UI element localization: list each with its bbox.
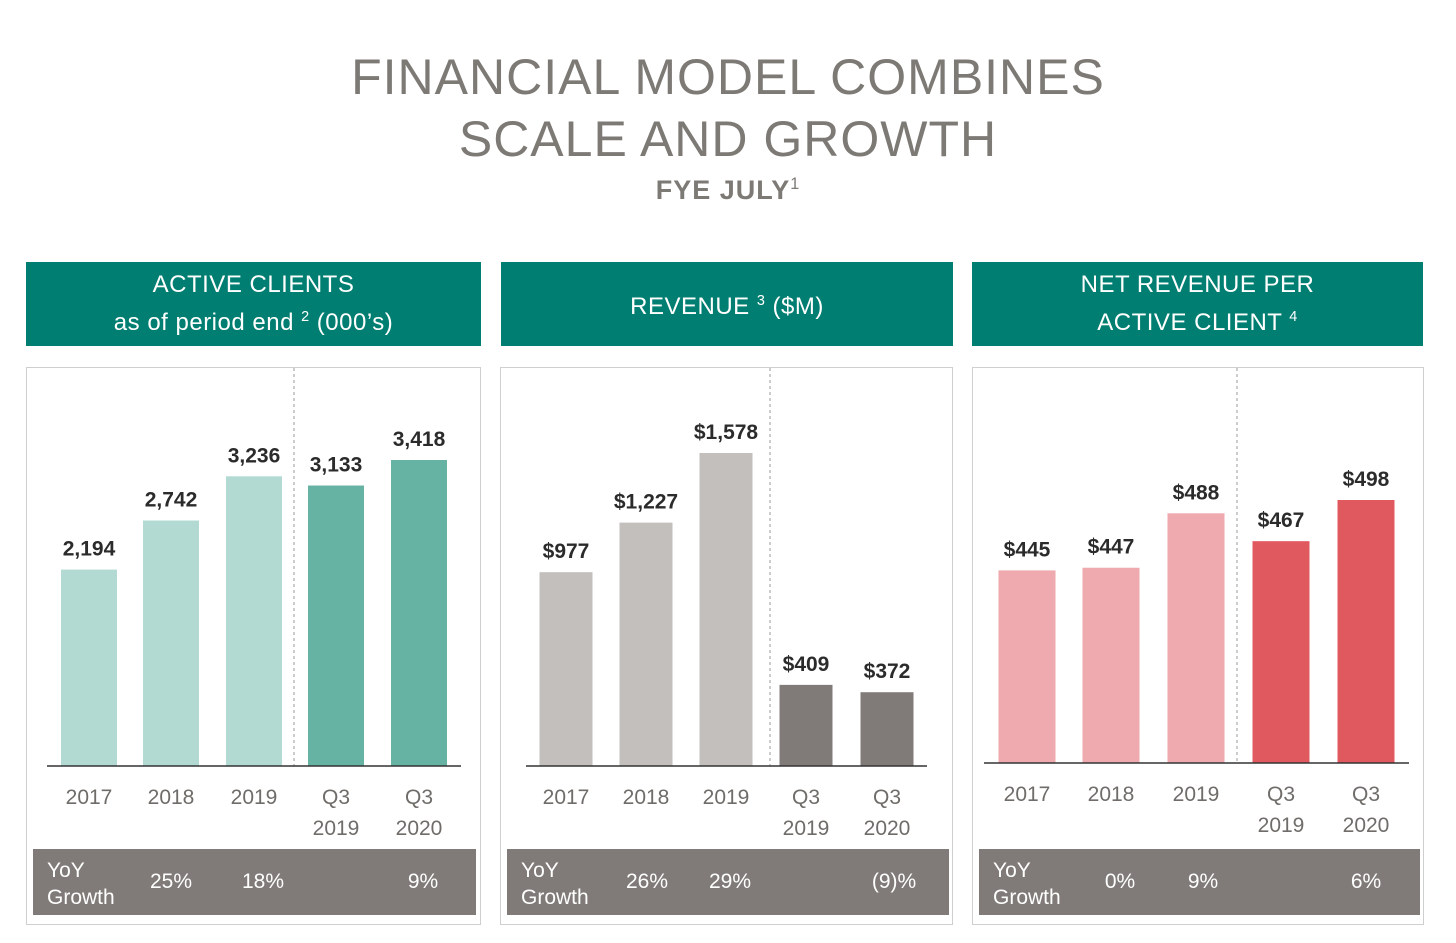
tick-label: 2019 (313, 817, 360, 840)
revenue-unit: ($M) (765, 293, 824, 320)
revenue-footnote: 3 (756, 293, 766, 309)
yoy-label: YoY Growth (993, 857, 1061, 911)
yoy-label: YoY Growth (521, 857, 589, 911)
tick-label: 2019 (703, 786, 750, 809)
bar (1337, 500, 1395, 763)
yoy-label-line-1: YoY (47, 859, 85, 882)
tick-label: Q3 (405, 786, 433, 809)
data-label: $447 (1088, 536, 1135, 559)
active-clients-panel: 2,194 2017 2,742 2018 3,236 2019 3,133 Q3 2019 3,… (26, 367, 481, 925)
tick-label: Q3 (1352, 783, 1380, 806)
yoy-label-line-2: Growth (521, 886, 589, 909)
data-label: $409 (783, 653, 830, 676)
bar (143, 520, 199, 766)
yoy-value: 26% (625, 870, 669, 893)
tick-label: 2017 (543, 786, 590, 809)
data-label: 3,133 (310, 454, 363, 477)
bar (699, 453, 753, 766)
bar (539, 572, 593, 766)
data-label: 3,236 (228, 444, 281, 467)
revenue-yoy-row: YoY Growth 26% 29% (9)% (507, 849, 949, 915)
data-label: $445 (1004, 538, 1051, 561)
bar (1167, 513, 1225, 763)
yoy-label-line-1: YoY (521, 859, 559, 882)
yoy-value: 9% (1187, 870, 1219, 893)
data-label: $498 (1343, 468, 1390, 491)
bar (226, 476, 282, 766)
yoy-value: 18% (241, 870, 285, 893)
data-label: 2,742 (145, 489, 198, 512)
net-revenue-footnote: 4 (1289, 309, 1298, 325)
net-revenue-header-text: ACTIVE CLIENT (1097, 309, 1283, 336)
yoy-value: (9)% (871, 870, 917, 893)
yoy-label-line-2: Growth (993, 886, 1061, 909)
yoy-value: 0% (1104, 870, 1136, 893)
data-label: $977 (543, 540, 590, 563)
net-revenue-chart: $445 2017 $447 2018 $488 2019 $467 Q3 2019 $498 Q3… (984, 368, 1409, 837)
net-revenue-yoy-row: YoY Growth 0% 9% 6% (979, 849, 1420, 915)
data-label: $1,578 (694, 421, 759, 444)
bar (619, 522, 673, 766)
data-label: 2,194 (63, 538, 116, 561)
bar (391, 460, 447, 766)
tick-label: 2019 (1173, 783, 1220, 806)
bar (860, 692, 914, 766)
bar (998, 570, 1056, 763)
tick-label: 2020 (396, 817, 443, 840)
tick-label: Q3 (1267, 783, 1295, 806)
bar (308, 485, 364, 766)
active-clients-footnote: 2 (301, 309, 310, 325)
net-revenue-header-line-2: ACTIVE CLIENT 4 (1097, 301, 1297, 339)
yoy-label: YoY Growth (47, 857, 115, 911)
tick-label: 2018 (148, 786, 195, 809)
bar (1252, 541, 1310, 763)
bar (1082, 567, 1140, 763)
tick-label: 2020 (1343, 814, 1390, 837)
data-label: $1,227 (614, 491, 678, 514)
bar (61, 569, 117, 766)
active-clients-header: ACTIVE CLIENTS as of period end 2 (000’s… (26, 262, 481, 346)
yoy-value: 9% (407, 870, 439, 893)
tick-label: 2018 (1088, 783, 1135, 806)
tick-label: 2019 (1258, 814, 1305, 837)
active-clients-unit: (000’s) (309, 309, 394, 336)
yoy-value: 29% (708, 870, 752, 893)
net-revenue-panel: $445 2017 $447 2018 $488 2019 $467 Q3 2019 $498 Q3… (972, 367, 1424, 925)
revenue-header: REVENUE 3 ($M) (501, 262, 953, 346)
page-title-line-1: FINANCIAL MODEL COMBINES (351, 49, 1105, 105)
tick-label: 2019 (231, 786, 278, 809)
data-label: $467 (1258, 509, 1305, 532)
yoy-label-line-1: YoY (993, 859, 1031, 882)
tick-label: 2020 (864, 817, 911, 840)
yoy-value: 25% (149, 870, 193, 893)
tick-label: Q3 (873, 786, 901, 809)
subtitle-text: FYE JULY (655, 175, 791, 205)
data-label: $488 (1173, 481, 1220, 504)
tick-label: 2017 (1004, 783, 1051, 806)
tick-label: 2017 (66, 786, 113, 809)
page-subtitle: FYE JULY1 (0, 175, 1456, 206)
data-label: $372 (864, 660, 911, 683)
revenue-header-line: REVENUE 3 ($M) (630, 285, 824, 323)
revenue-header-text: REVENUE (630, 293, 750, 320)
active-clients-header-text: as of period end (113, 309, 294, 336)
page-title-line-2: SCALE AND GROWTH (458, 111, 998, 167)
tick-label: 2018 (623, 786, 670, 809)
yoy-value: 6% (1350, 870, 1382, 893)
active-clients-header-line-1: ACTIVE CLIENTS (152, 271, 355, 298)
bar (779, 684, 833, 766)
tick-label: Q3 (792, 786, 820, 809)
net-revenue-header: NET REVENUE PER ACTIVE CLIENT 4 (972, 262, 1423, 346)
tick-label: Q3 (322, 786, 350, 809)
data-label: 3,418 (393, 428, 446, 451)
active-clients-chart: 2,194 2017 2,742 2018 3,236 2019 3,133 Q3 2019 3,… (47, 368, 461, 840)
revenue-chart: $977 2017 $1,227 2018 $1,578 2019 $409 Q3 2019 $3… (526, 368, 927, 840)
net-revenue-header-line-1: NET REVENUE PER (1080, 271, 1315, 298)
subtitle-footnote: 1 (790, 175, 801, 193)
tick-label: 2019 (783, 817, 830, 840)
active-clients-yoy-row: YoY Growth 25% 18% 9% (33, 849, 476, 915)
active-clients-header-line-2: as of period end 2 (000’s) (114, 301, 393, 339)
revenue-panel: $977 2017 $1,227 2018 $1,578 2019 $409 Q3 2019 $3… (500, 367, 953, 925)
yoy-label-line-2: Growth (47, 886, 115, 909)
